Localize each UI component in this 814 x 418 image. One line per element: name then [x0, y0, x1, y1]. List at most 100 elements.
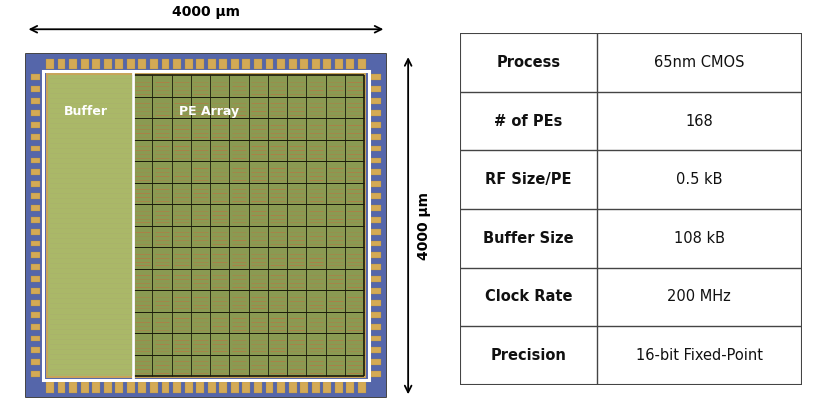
- Bar: [31, 371, 41, 377]
- Bar: [31, 229, 41, 234]
- Bar: [243, 59, 251, 69]
- Bar: [31, 98, 41, 104]
- Bar: [371, 300, 381, 306]
- Bar: [92, 59, 100, 69]
- Bar: [371, 134, 381, 140]
- Bar: [371, 86, 381, 92]
- Bar: [173, 59, 181, 69]
- Bar: [31, 264, 41, 270]
- Bar: [219, 59, 227, 69]
- Bar: [185, 59, 193, 69]
- Bar: [81, 59, 89, 69]
- Bar: [371, 312, 381, 318]
- Bar: [31, 347, 41, 353]
- Bar: [31, 122, 41, 128]
- Bar: [69, 59, 77, 69]
- Bar: [31, 110, 41, 116]
- Text: 200 MHz: 200 MHz: [667, 289, 731, 304]
- Bar: [31, 169, 41, 175]
- Bar: [371, 205, 381, 211]
- Bar: [116, 59, 123, 69]
- Bar: [254, 59, 262, 69]
- Bar: [371, 371, 381, 377]
- Bar: [371, 252, 381, 258]
- Bar: [133, 75, 364, 376]
- Bar: [371, 288, 381, 294]
- Bar: [358, 59, 366, 69]
- Bar: [161, 382, 169, 393]
- Text: 108 kB: 108 kB: [674, 231, 724, 246]
- Bar: [150, 382, 158, 393]
- Text: 4000 μm: 4000 μm: [417, 192, 431, 260]
- Bar: [46, 59, 54, 69]
- Bar: [138, 382, 147, 393]
- Text: Buffer: Buffer: [64, 105, 108, 118]
- Text: 4000 μm: 4000 μm: [172, 5, 240, 19]
- Bar: [335, 59, 343, 69]
- Bar: [289, 382, 296, 393]
- Bar: [31, 252, 41, 258]
- Bar: [103, 382, 112, 393]
- Bar: [243, 382, 251, 393]
- Bar: [323, 59, 331, 69]
- Text: 65nm CMOS: 65nm CMOS: [654, 55, 745, 70]
- Bar: [43, 71, 369, 380]
- Bar: [265, 59, 274, 69]
- Bar: [371, 347, 381, 353]
- Bar: [31, 134, 41, 140]
- Bar: [196, 59, 204, 69]
- Bar: [371, 169, 381, 175]
- Bar: [31, 217, 41, 223]
- Bar: [219, 382, 227, 393]
- Bar: [371, 229, 381, 234]
- Bar: [371, 336, 381, 342]
- Text: Process: Process: [497, 55, 560, 70]
- Bar: [31, 300, 41, 306]
- Bar: [58, 59, 65, 69]
- Bar: [371, 324, 381, 329]
- Bar: [58, 382, 65, 393]
- Bar: [277, 382, 285, 393]
- Bar: [371, 158, 381, 163]
- Bar: [116, 382, 123, 393]
- Bar: [196, 382, 204, 393]
- Bar: [371, 181, 381, 187]
- Bar: [371, 122, 381, 128]
- Bar: [138, 59, 147, 69]
- Bar: [347, 382, 354, 393]
- Bar: [31, 359, 41, 365]
- Bar: [358, 382, 366, 393]
- Bar: [103, 59, 112, 69]
- Bar: [231, 382, 239, 393]
- Bar: [323, 382, 331, 393]
- Bar: [371, 98, 381, 104]
- Bar: [371, 264, 381, 270]
- Bar: [161, 59, 169, 69]
- Bar: [173, 382, 181, 393]
- Bar: [371, 110, 381, 116]
- Bar: [366, 54, 386, 397]
- Bar: [48, 75, 364, 376]
- Bar: [289, 59, 296, 69]
- Bar: [31, 74, 41, 80]
- Bar: [300, 59, 309, 69]
- Bar: [127, 382, 135, 393]
- Bar: [208, 382, 216, 393]
- Bar: [347, 59, 354, 69]
- Bar: [48, 75, 133, 376]
- Bar: [46, 382, 54, 393]
- Bar: [231, 59, 239, 69]
- Bar: [31, 312, 41, 318]
- Text: 168: 168: [685, 114, 713, 129]
- Bar: [69, 382, 77, 393]
- Bar: [26, 54, 386, 397]
- Bar: [31, 241, 41, 247]
- Text: PE Array: PE Array: [179, 105, 239, 118]
- Text: Buffer Size: Buffer Size: [483, 231, 574, 246]
- Bar: [371, 193, 381, 199]
- Bar: [300, 382, 309, 393]
- Bar: [31, 181, 41, 187]
- Bar: [31, 145, 41, 151]
- Bar: [265, 382, 274, 393]
- Bar: [371, 241, 381, 247]
